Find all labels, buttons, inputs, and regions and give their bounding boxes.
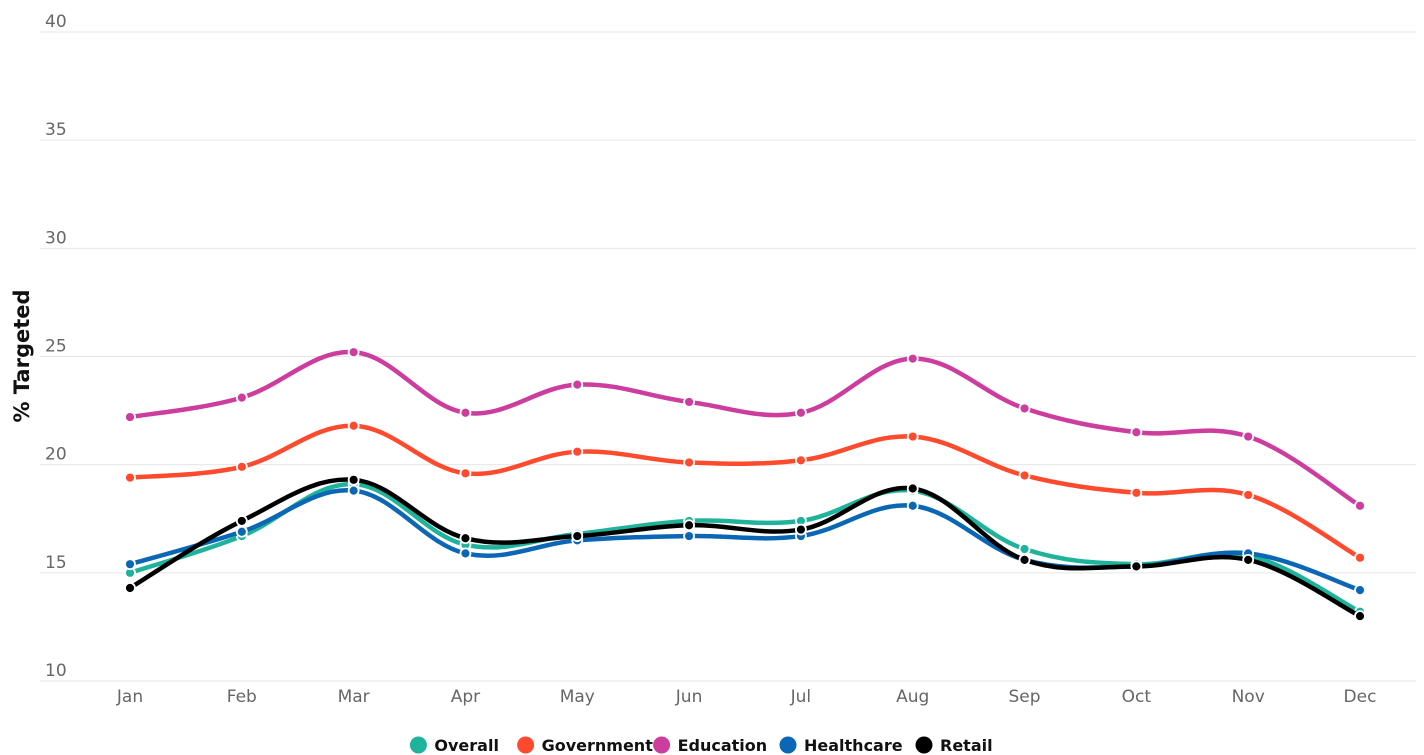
- series-line-government: [127, 423, 1363, 560]
- legend-marker-education: [653, 736, 671, 754]
- x-tick-label: Aug: [896, 687, 929, 707]
- data-point-government[interactable]: [459, 467, 472, 480]
- data-point-government[interactable]: [235, 460, 248, 473]
- legend-item-healthcare[interactable]: Healthcare: [779, 736, 903, 755]
- grid: [40, 31, 1416, 682]
- y-tick-label: 15: [45, 553, 67, 573]
- x-axis-ticks: Jan Feb Mar Apr May Jun Jul Aug Sep Oct Nov Dec: [116, 687, 1377, 707]
- legend-item-government[interactable]: Government: [517, 736, 653, 755]
- series-healthcare: [124, 484, 1366, 597]
- data-point-government[interactable]: [1130, 486, 1143, 499]
- series-education: [124, 346, 1366, 512]
- legend-marker-retail: [915, 736, 933, 754]
- series-line-healthcare: [127, 488, 1363, 593]
- data-point-education[interactable]: [1354, 499, 1366, 512]
- data-point-healthcare[interactable]: [683, 530, 695, 542]
- y-axis-ticks: 10 15 20 25 30 35 40: [45, 12, 67, 681]
- data-point-retail[interactable]: [124, 582, 136, 594]
- data-point-education[interactable]: [683, 396, 695, 408]
- y-tick-label: 40: [45, 12, 67, 32]
- x-tick-label: Apr: [451, 687, 480, 707]
- data-point-education[interactable]: [795, 406, 807, 419]
- data-point-education[interactable]: [571, 378, 584, 391]
- x-tick-label: Dec: [1344, 687, 1377, 707]
- legend-label: Retail: [940, 736, 993, 755]
- data-point-healthcare[interactable]: [906, 499, 919, 512]
- x-tick-label: Jun: [675, 687, 703, 707]
- data-point-retail[interactable]: [683, 519, 695, 532]
- data-point-retail[interactable]: [235, 515, 248, 527]
- legend-label: Overall: [434, 736, 499, 755]
- data-point-retail[interactable]: [459, 532, 472, 545]
- data-point-overall[interactable]: [1018, 543, 1031, 555]
- series-government: [124, 419, 1366, 564]
- data-point-government[interactable]: [1354, 551, 1366, 564]
- x-tick-label: Sep: [1009, 687, 1041, 707]
- x-tick-label: Oct: [1122, 687, 1152, 707]
- legend-marker-healthcare: [779, 736, 797, 754]
- data-point-education[interactable]: [235, 391, 248, 404]
- legend-item-education[interactable]: Education: [653, 736, 767, 755]
- data-point-education[interactable]: [906, 352, 919, 365]
- data-point-retail[interactable]: [347, 473, 360, 486]
- series-line-retail: [127, 477, 1363, 619]
- x-tick-label: May: [560, 687, 595, 707]
- x-tick-label: Nov: [1232, 687, 1265, 707]
- x-tick-label: Jan: [116, 687, 143, 707]
- x-tick-label: Feb: [227, 687, 257, 707]
- y-tick-label: 10: [45, 661, 67, 681]
- data-point-retail[interactable]: [906, 482, 919, 495]
- x-tick-label: Jul: [790, 687, 812, 707]
- data-point-government[interactable]: [571, 445, 584, 458]
- data-point-retail[interactable]: [795, 523, 807, 536]
- data-point-government[interactable]: [906, 430, 919, 443]
- data-point-retail[interactable]: [1130, 560, 1143, 573]
- series-retail: [124, 473, 1366, 622]
- legend-marker-government: [517, 736, 535, 754]
- legend-label: Healthcare: [804, 736, 903, 755]
- y-axis-label: % Targeted: [10, 289, 34, 422]
- y-tick-label: 30: [45, 228, 67, 248]
- legend-label: Education: [678, 736, 768, 755]
- data-point-government[interactable]: [124, 471, 136, 484]
- data-point-retail[interactable]: [1242, 553, 1255, 566]
- data-point-education[interactable]: [1130, 426, 1143, 439]
- x-tick-label: Mar: [338, 687, 370, 707]
- data-point-education[interactable]: [459, 406, 472, 419]
- data-point-government[interactable]: [347, 419, 360, 432]
- series-line-education: [127, 349, 1363, 509]
- data-point-retail[interactable]: [1354, 610, 1366, 622]
- data-point-healthcare[interactable]: [347, 484, 360, 497]
- data-point-government[interactable]: [1242, 489, 1255, 501]
- data-point-healthcare[interactable]: [459, 547, 472, 560]
- data-point-government[interactable]: [683, 456, 695, 469]
- data-point-government[interactable]: [1018, 469, 1031, 482]
- data-point-healthcare[interactable]: [1354, 584, 1366, 597]
- data-point-education[interactable]: [1018, 402, 1031, 415]
- data-point-healthcare[interactable]: [235, 525, 248, 538]
- data-point-government[interactable]: [795, 454, 807, 467]
- data-point-healthcare[interactable]: [124, 558, 136, 571]
- legend[interactable]: Overall Government Education Healthcare Reta…: [409, 736, 993, 755]
- data-point-education[interactable]: [347, 346, 360, 359]
- data-point-retail[interactable]: [1018, 553, 1031, 566]
- series-line-overall: [127, 481, 1363, 615]
- legend-label: Government: [542, 736, 654, 755]
- data-point-retail[interactable]: [571, 530, 584, 542]
- legend-marker-overall: [409, 736, 427, 754]
- y-tick-label: 20: [45, 445, 67, 465]
- data-point-education[interactable]: [124, 411, 136, 423]
- legend-item-overall[interactable]: Overall: [409, 736, 499, 755]
- data-point-education[interactable]: [1242, 430, 1255, 443]
- y-tick-label: 25: [45, 337, 67, 357]
- y-tick-label: 35: [45, 120, 67, 140]
- legend-item-retail[interactable]: Retail: [915, 736, 993, 755]
- series: [124, 346, 1366, 622]
